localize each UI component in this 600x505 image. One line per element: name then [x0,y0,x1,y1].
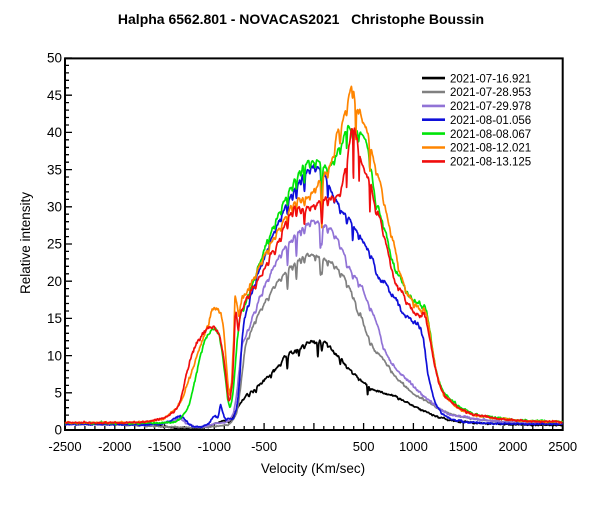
svg-text:1500: 1500 [449,439,478,454]
svg-text:50: 50 [47,51,62,66]
svg-text:5: 5 [54,386,62,401]
svg-text:500: 500 [353,439,375,454]
svg-text:-1500: -1500 [148,439,181,454]
svg-text:-500: -500 [251,439,277,454]
svg-text:2000: 2000 [498,439,527,454]
svg-text:1000: 1000 [399,439,428,454]
svg-text:2021-08-01.056: 2021-08-01.056 [450,115,531,127]
svg-text:25: 25 [47,237,62,252]
svg-text:2021-08-12.021: 2021-08-12.021 [450,143,531,155]
svg-text:Relative intensity: Relative intensity [18,192,33,294]
svg-text:2021-07-16.921: 2021-07-16.921 [450,73,531,85]
svg-text:-1000: -1000 [198,439,231,454]
svg-text:-2500: -2500 [48,439,81,454]
svg-text:-2000: -2000 [98,439,131,454]
svg-text:35: 35 [47,162,62,177]
svg-text:Halpha 6562.801 - NOVACAS2021: Halpha 6562.801 - NOVACAS2021 Christophe… [118,11,484,27]
svg-text:2021-08-08.067: 2021-08-08.067 [450,129,531,141]
svg-text:30: 30 [47,200,62,215]
svg-text:Velocity (Km/sec): Velocity (Km/sec) [261,461,365,476]
svg-text:40: 40 [47,125,62,140]
svg-text:2500: 2500 [548,439,577,454]
svg-text:20: 20 [47,274,62,289]
svg-text:15: 15 [47,311,62,326]
svg-text:2021-08-13.125: 2021-08-13.125 [450,157,531,169]
svg-text:10: 10 [47,348,62,363]
svg-text:45: 45 [47,88,62,103]
svg-text:2021-07-28.953: 2021-07-28.953 [450,87,531,99]
svg-text:0: 0 [54,423,62,438]
svg-text:2021-07-29.978: 2021-07-29.978 [450,101,531,113]
